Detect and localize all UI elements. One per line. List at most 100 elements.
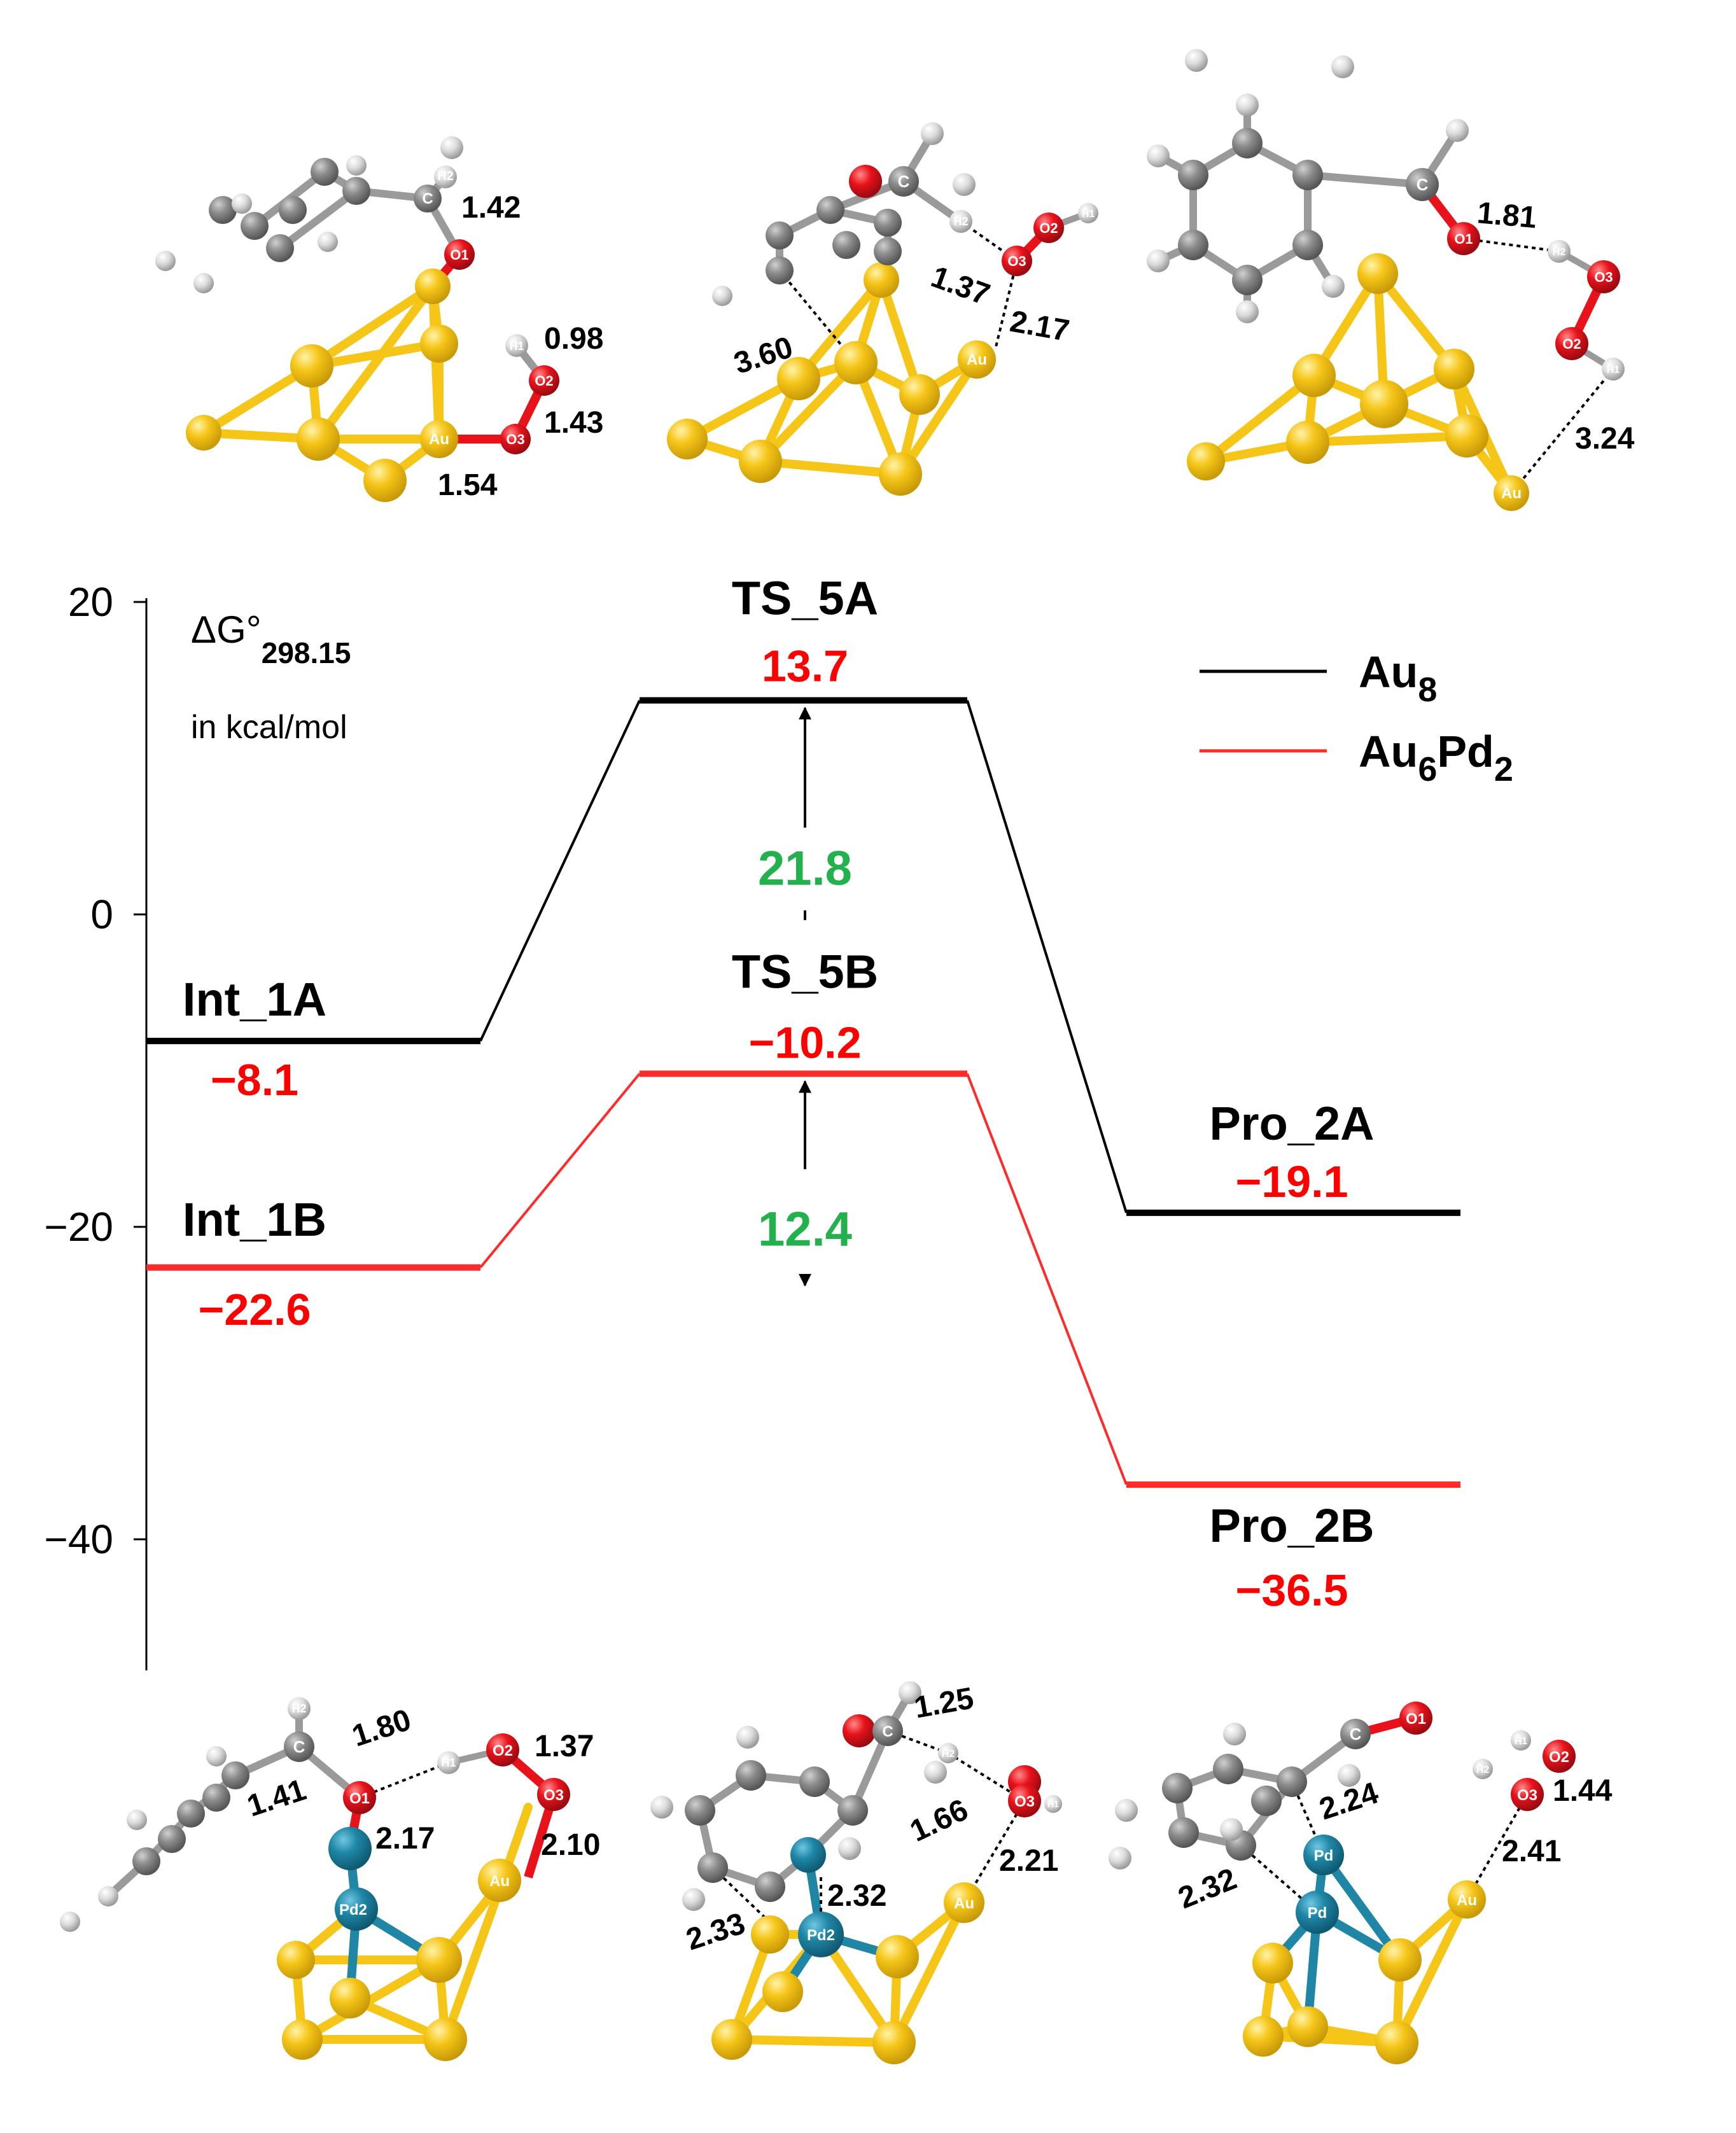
distance-label: 1.25 <box>912 1681 976 1724</box>
atom-label: Pd2 <box>807 1927 835 1944</box>
atom-label: O3 <box>1007 253 1026 269</box>
h-atom <box>921 122 944 145</box>
distance-label: 2.17 <box>1007 305 1072 348</box>
legend-au6pd2-name: Au <box>1359 727 1418 776</box>
atom-label: O2 <box>1039 220 1058 236</box>
atom-label: H1 <box>1515 1736 1528 1747</box>
au-atom <box>667 419 708 459</box>
y-tick-label: 20 <box>68 579 113 625</box>
atom-label: Au <box>954 1895 974 1912</box>
c-atom <box>697 1852 728 1883</box>
atom-label: O1 <box>1406 1710 1426 1728</box>
y-tick-label: −40 <box>44 1516 113 1562</box>
atom-label: Au <box>1501 485 1522 502</box>
legend-au6pd2-sub: 6 <box>1418 750 1437 788</box>
c-atom <box>1168 1817 1199 1848</box>
legend-au6pd2-sub2: 2 <box>1494 750 1513 788</box>
state-energy-label: −10.2 <box>748 1018 861 1067</box>
c-atom <box>1162 1773 1193 1803</box>
atom-label: O2 <box>1549 1749 1569 1766</box>
legend-au6pd2-name2: Pd <box>1437 727 1494 776</box>
distance-label: 1.54 <box>438 468 498 502</box>
energy-profile-chart: 200−20−40 ΔG°298.15 in kcal/mol Au8 Au6P… <box>44 572 1513 1670</box>
distance-label: 1.42 <box>461 191 521 225</box>
series-layer <box>146 697 1460 1488</box>
o-atom <box>444 239 475 270</box>
distance-label: 1.81 <box>1476 196 1538 235</box>
h-atom <box>1185 49 1208 72</box>
structure-top-right: C O1 H2 O3 O2 H1 Au 1.81 3.24 <box>1147 49 1635 511</box>
c-atom <box>685 1795 715 1826</box>
h-atom <box>346 155 367 176</box>
h-atom <box>1338 1764 1361 1787</box>
atom-label: O1 <box>1454 231 1473 247</box>
barrier-label: 12.4 <box>758 1202 852 1256</box>
distance-label: 1.44 <box>1553 1774 1613 1808</box>
au-atom <box>711 2019 752 2060</box>
atom-label: H1 <box>1082 209 1095 220</box>
legend-label-au6pd2: Au6Pd2 <box>1359 727 1513 788</box>
o-atom <box>1399 1702 1432 1735</box>
au-atom <box>363 459 407 502</box>
structure-bottom-right: C O1 H1 O2 H2 O3 Pd Pd Au 2.24 1.44 2.41… <box>1109 1702 1613 2064</box>
state-label: Int_1A <box>183 973 326 1026</box>
y-ticks: 20 0 −20 −40 <box>44 579 146 1562</box>
c-atom <box>766 256 794 284</box>
atom-label: Au <box>967 351 987 368</box>
atom-label: C <box>898 172 910 191</box>
pd-atom <box>328 1827 372 1870</box>
o-atom <box>529 365 559 396</box>
atom-label: H2 <box>1553 247 1566 258</box>
au-atom <box>290 344 333 388</box>
c-atom <box>736 1760 766 1791</box>
c-atom <box>832 231 860 259</box>
h-atom <box>437 1751 460 1774</box>
c-atom <box>311 158 339 186</box>
au-atom <box>1287 2006 1328 2047</box>
c-atom <box>799 1766 830 1797</box>
au-atom <box>899 374 940 415</box>
h-atom <box>953 173 976 196</box>
state-energy-label: −22.6 <box>198 1285 311 1334</box>
h-atom <box>938 1743 958 1763</box>
au-atom <box>1252 1943 1293 1983</box>
h-atom <box>1044 1795 1062 1813</box>
organic-bonds <box>1156 105 1461 312</box>
c-atom <box>874 209 902 237</box>
atom-label: C <box>882 1723 893 1740</box>
distance-label: 0.98 <box>544 322 603 356</box>
au-atom <box>1445 414 1488 458</box>
atom-label: H2 <box>953 215 968 228</box>
h-atom <box>1147 144 1170 167</box>
o-atom <box>500 424 531 454</box>
distance-label: 1.37 <box>535 1730 594 1763</box>
legend-au8-sub: 8 <box>1418 671 1437 709</box>
h-atom <box>60 1912 80 1932</box>
c-atom <box>1232 128 1263 158</box>
atom-label: Pd <box>1308 1905 1327 1922</box>
au-atom <box>751 1915 789 1954</box>
state-label: Pro_2A <box>1209 1097 1374 1150</box>
o-atom <box>1543 1740 1576 1773</box>
c-atom <box>1232 265 1263 295</box>
c-atom <box>837 1795 868 1826</box>
c-atom <box>1277 1766 1307 1797</box>
au-atom <box>330 1978 370 2018</box>
h-atom <box>206 1746 227 1766</box>
atom-label: H1 <box>509 340 524 353</box>
o-atom <box>1008 1784 1041 1817</box>
c-atom <box>1340 1719 1371 1749</box>
au-atom <box>777 357 820 400</box>
h-atom <box>318 232 338 252</box>
c-atom <box>284 1731 314 1762</box>
o-atom <box>1555 327 1588 360</box>
au-atom <box>277 1941 315 1979</box>
au-atom <box>416 1937 462 1983</box>
au-atom <box>420 420 458 458</box>
hbond-line <box>1466 1794 1529 1900</box>
c-atom <box>1178 230 1208 260</box>
au-atom <box>415 269 451 304</box>
au-atom <box>1243 2016 1284 2057</box>
distance-label: 2.41 <box>1502 1835 1561 1868</box>
au-atom <box>1357 253 1398 294</box>
